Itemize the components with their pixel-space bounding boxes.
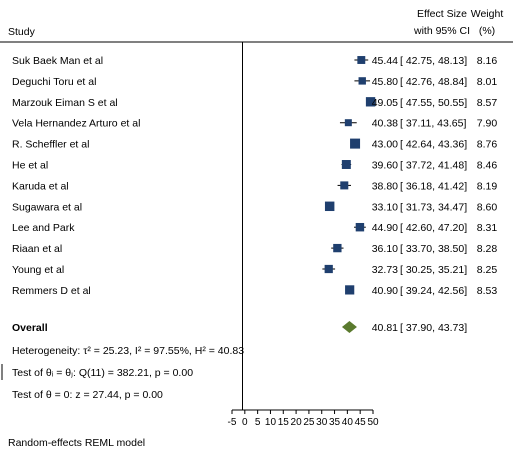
study-label: Lee and Park	[12, 222, 75, 234]
x-tick-label: -5	[228, 417, 237, 428]
study-rows: Suk Baek Man et al 45.44[ 42.75, 48.13] 8.…	[12, 55, 497, 334]
effect-marker	[355, 222, 365, 232]
x-tick-label: 15	[278, 417, 290, 428]
header-weight-unit: (%)	[479, 25, 495, 37]
study-label: Marzouk Eiman S et al	[12, 97, 118, 109]
ci-value: [ 42.75, 48.13]	[400, 55, 467, 67]
ci-value: [ 36.18, 41.42]	[400, 180, 467, 192]
effect-value: 39.60	[372, 160, 398, 172]
overall-ci-value: [ 37.90, 43.73]	[400, 322, 467, 334]
study-label: Karuda et al	[12, 180, 69, 192]
effect-marker	[357, 56, 366, 64]
ci-value: [ 42.64, 43.36]	[400, 139, 467, 151]
effect-marker	[345, 285, 355, 295]
effect-value: 32.73	[372, 264, 398, 276]
effect-marker	[333, 243, 342, 253]
weight-value: 8.53	[477, 285, 498, 297]
effect-marker	[341, 160, 351, 169]
x-tick-label: 10	[265, 417, 277, 428]
study-label: Suk Baek Man et al	[12, 55, 103, 67]
x-tick-label: 50	[367, 417, 379, 428]
study-label: Vela Hernandez Arturo et al	[12, 118, 140, 130]
effect-marker	[324, 264, 333, 274]
weight-value: 8.57	[477, 97, 498, 109]
effect-value: 36.10	[372, 243, 398, 255]
weight-value: 7.90	[477, 118, 498, 130]
study-label: Young et al	[12, 264, 64, 276]
weight-value: 8.01	[477, 76, 498, 88]
effect-marker	[365, 97, 376, 107]
study-label: Deguchi Toru et al	[12, 76, 96, 88]
study-label: Riaan et al	[12, 243, 62, 255]
study-label: Sugawara et al	[12, 201, 82, 213]
effect-marker	[344, 119, 352, 127]
weight-value: 8.31	[477, 222, 498, 234]
effect-value: 40.38	[372, 118, 398, 130]
ci-value: [ 30.25, 35.21]	[400, 264, 467, 276]
effect-value: 45.44	[372, 55, 398, 67]
effect-marker	[350, 138, 361, 149]
effect-value: 40.90	[372, 285, 398, 297]
x-tick-label: 35	[329, 417, 341, 428]
effect-value: 43.00	[372, 139, 398, 151]
weight-value: 8.76	[477, 139, 498, 151]
ci-value: [ 37.72, 41.48]	[400, 160, 467, 172]
q-test-stat: Test of θᵢ = θⱼ: Q(11) = 382.21, p = 0.0…	[12, 367, 193, 379]
weight-value: 8.46	[477, 160, 498, 172]
weight-value: 8.19	[477, 180, 498, 192]
x-axis-ticks: -5 0 5 10 15 20 25 30 35 40 45 50	[228, 410, 379, 428]
ci-value: [ 39.24, 42.56]	[400, 285, 467, 297]
weight-value: 8.28	[477, 243, 498, 255]
header-weight: Weight	[471, 8, 504, 20]
x-tick-label: 40	[342, 417, 354, 428]
weight-value: 8.60	[477, 201, 498, 213]
effect-value: 38.80	[372, 180, 398, 192]
ci-value: [ 31.73, 34.47]	[400, 201, 467, 213]
ci-value: [ 42.60, 47.20]	[400, 222, 467, 234]
x-tick-label: 20	[291, 417, 303, 428]
ci-value: [ 47.55, 50.55]	[400, 97, 467, 109]
ci-value: [ 37.11, 43.65]	[400, 118, 466, 130]
effect-value: 49.05	[372, 97, 398, 109]
effect-marker	[358, 77, 366, 85]
overall-diamond	[341, 321, 357, 333]
heterogeneity-stat: Heterogeneity: τ² = 25.23, I² = 97.55%, …	[12, 345, 244, 357]
header-study: Study	[8, 26, 36, 38]
x-tick-label: 5	[255, 417, 261, 428]
study-label: R. Scheffler et al	[12, 139, 89, 151]
effect-value: 45.80	[372, 76, 398, 88]
effect-marker	[340, 181, 349, 190]
header-ci: with 95% CI	[413, 25, 470, 37]
weight-value: 8.25	[477, 264, 498, 276]
x-tick-label: 0	[242, 417, 248, 428]
x-tick-label: 45	[355, 417, 367, 428]
study-label: He et al	[12, 160, 48, 172]
x-tick-label: 30	[316, 417, 328, 428]
x-tick-label: 25	[303, 417, 315, 428]
model-note: Random-effects REML model	[8, 437, 145, 449]
effect-value: 33.10	[372, 201, 398, 213]
weight-value: 8.16	[477, 55, 498, 67]
ci-value: [ 42.76, 48.84]	[400, 76, 467, 88]
effect-marker	[324, 201, 335, 212]
z-test-stat: Test of θ = 0: z = 27.44, p = 0.00	[12, 389, 163, 401]
study-label: Remmers D et al	[12, 285, 91, 297]
ci-value: [ 33.70, 38.50]	[400, 243, 467, 255]
overall-effect-value: 40.81	[372, 322, 398, 334]
header-effect-size: Effect Size	[417, 8, 467, 20]
overall-label: Overall	[12, 322, 48, 334]
effect-value: 44.90	[372, 222, 398, 234]
